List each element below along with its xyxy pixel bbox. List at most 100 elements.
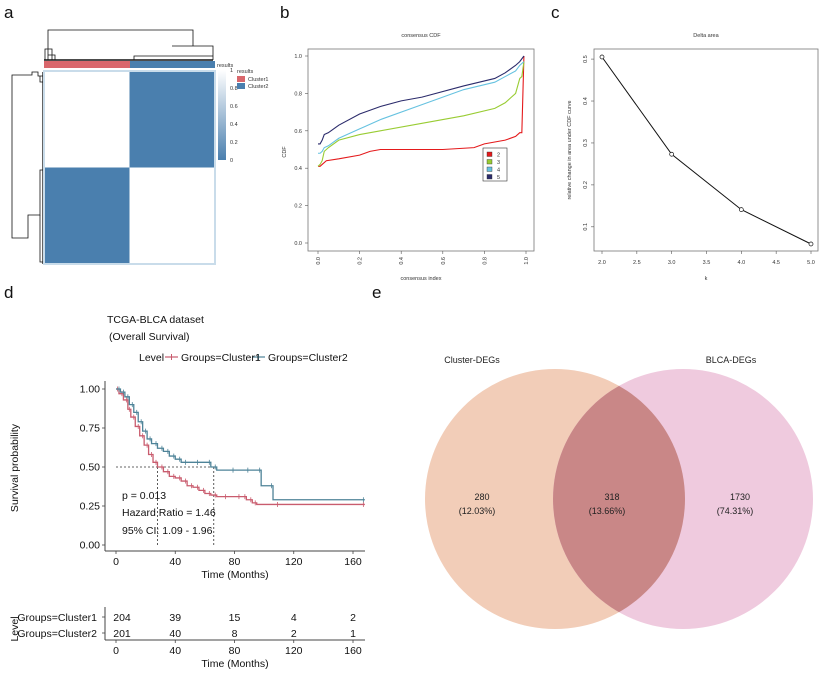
y-tick-label: 0.8 <box>294 91 302 97</box>
legend-title: Level <box>139 352 164 364</box>
x-axis-label: Time (Months) <box>201 569 268 581</box>
legend-label-k3: 3 <box>497 160 500 166</box>
x-tick-label: 0 <box>113 556 119 568</box>
legend-swatch-k2 <box>486 151 493 157</box>
venn-count-both: 318 <box>604 492 619 502</box>
colorbar-tick-label: 0.8 <box>230 86 238 92</box>
risk-table-x-tick-label: 0 <box>113 645 119 657</box>
x-tick-label: 3.5 <box>703 260 711 266</box>
cdf-lines <box>317 55 525 167</box>
risk-table-cells: 204 39 15 4 2 201 40 8 2 1 <box>113 612 356 640</box>
y-tick-label: 0.0 <box>294 241 302 247</box>
delta-area-polyline <box>601 56 812 245</box>
y-tick-label: 0.2 <box>583 181 589 189</box>
risk-table-cell: 204 <box>113 612 131 624</box>
colorbar-tick-label: 0 <box>230 158 233 164</box>
venn-label-cluster-degs: Cluster-DEGs <box>444 355 500 365</box>
risk-table-cell: 2 <box>350 612 356 624</box>
x-tick-label: 4.0 <box>738 260 746 266</box>
x-tick-label: 0.0 <box>316 257 322 265</box>
risk-table-cell: 201 <box>113 628 131 640</box>
survival-curve-cluster1 <box>116 388 365 506</box>
venn-count-cluster-only: 280 <box>474 492 489 502</box>
delta-area-line <box>599 54 814 247</box>
delta-area-chart: Delta area 2.0 2.5 3.0 3.5 4.0 4.5 5.0 0.1 0.2 0.… <box>567 33 819 282</box>
x-tick-label: 0.4 <box>399 257 405 265</box>
risk-table-x-tick-label: 80 <box>229 645 241 657</box>
axes: 0.00 0.25 0.50 0.75 1.00 0 40 80 120 160 <box>80 381 365 568</box>
x-tick-label: 40 <box>169 556 181 568</box>
plot-frame <box>593 48 819 252</box>
y-axis-label: relative change in area under CDF curve <box>567 100 573 199</box>
x-tick-label: 0.6 <box>441 257 447 265</box>
heatmap-cell <box>129 167 215 264</box>
risk-table-cell: 2 <box>291 628 297 640</box>
y-tick-label: 1.0 <box>294 54 302 60</box>
risk-table-x-tick-label: 160 <box>344 645 362 657</box>
heatmap-cell <box>44 167 130 264</box>
y-tick-label: 0.3 <box>583 139 589 147</box>
panel-label-b: b <box>280 3 289 22</box>
legend-title: results <box>237 69 253 75</box>
risk-table: Level Groups=Cluster1 Groups=Cluster2 20… <box>9 607 365 670</box>
risk-table-y-label: Level <box>9 616 21 641</box>
colorbar-tick-label: 0.2 <box>230 140 238 146</box>
y-tick-label: 0.4 <box>583 97 589 105</box>
annotation-cluster1 <box>44 61 130 68</box>
y-tick-label: 0.75 <box>80 423 101 435</box>
legend-label-k5: 5 <box>497 175 500 181</box>
annotation-p-value: p = 0.013 <box>122 490 166 502</box>
venn-count-blca-only: 1730 <box>730 492 750 502</box>
venn-percent-both: (13.66%) <box>589 506 626 516</box>
plot-frame <box>307 48 535 252</box>
chart-title: consensus CDF <box>401 33 441 39</box>
cdf-line-k2 <box>318 55 525 167</box>
cdf-line-k3 <box>317 61 525 167</box>
y-tick-label: 0.5 <box>583 55 589 63</box>
axes: 0.0 0.2 0.4 0.6 0.8 1.0 0.0 0.2 0.4 0.6 0.8 1.0 <box>294 54 530 265</box>
venn-percent-blca-only: (74.31%) <box>717 506 754 516</box>
data-point <box>738 207 744 212</box>
y-tick-label: 0.25 <box>80 501 101 513</box>
colorbar-ticks: 1 0.8 0.6 0.4 0.2 0 <box>230 68 238 164</box>
risk-table-x-tick-label: 120 <box>285 645 303 657</box>
x-tick-label: 3.0 <box>668 260 676 266</box>
legend-label-cluster2: Cluster2 <box>248 84 268 90</box>
venn-diagram: Cluster-DEGs BLCA-DEGs 280 (12.03%) 318 … <box>425 355 813 629</box>
annotation-title: results <box>217 63 233 69</box>
legend-label-k4: 4 <box>497 168 500 174</box>
row-dendrogram <box>11 71 44 264</box>
legend-swatch-cluster1 <box>237 76 245 82</box>
survival-curves <box>116 386 365 507</box>
chart-subtitle: (Overall Survival) <box>109 331 190 343</box>
consensus-cdf-chart: consensus CDF 0.00.20.40.60.81.00.0 0.2 0.… <box>282 33 535 282</box>
legend-label-cluster2: Groups=Cluster2 <box>268 352 348 364</box>
risk-table-cell: 4 <box>291 612 297 624</box>
legend-label-cluster1: Groups=Cluster1 <box>181 352 261 364</box>
heatmap-cell <box>44 71 130 168</box>
x-tick-label: 2.0 <box>598 260 606 266</box>
risk-table-x-tick-label: 40 <box>169 645 181 657</box>
risk-table-cell: 40 <box>169 628 181 640</box>
colorbar-tick-label: 0.6 <box>230 104 238 110</box>
x-tick-label: 2.5 <box>633 260 641 266</box>
y-tick-label: 0.2 <box>294 204 302 210</box>
colorbar-tick-label: 0.4 <box>230 122 238 128</box>
y-axis-label: CDF <box>282 146 288 158</box>
annotation-cluster2 <box>130 61 215 68</box>
risk-table-cell: 39 <box>169 612 181 624</box>
survival-chart: TCGA-BLCA dataset (Overall Survival) Lev… <box>9 314 365 581</box>
venn-percent-cluster-only: (12.03%) <box>459 506 496 516</box>
legend-label-k2: 2 <box>497 153 500 159</box>
cdf-line-k5 <box>318 55 525 145</box>
data-point <box>669 151 675 157</box>
x-axis-label: k <box>705 276 708 282</box>
risk-table-axes: 0 40 80 120 160 <box>102 607 365 657</box>
heatmap-border <box>43 70 216 265</box>
y-axis-label: Survival probability <box>9 423 21 512</box>
chart-title: Delta area <box>693 33 719 39</box>
y-tick-label: 0.4 <box>294 166 302 172</box>
heatmap-cells <box>43 70 216 265</box>
legend: 23 45 <box>482 147 508 182</box>
